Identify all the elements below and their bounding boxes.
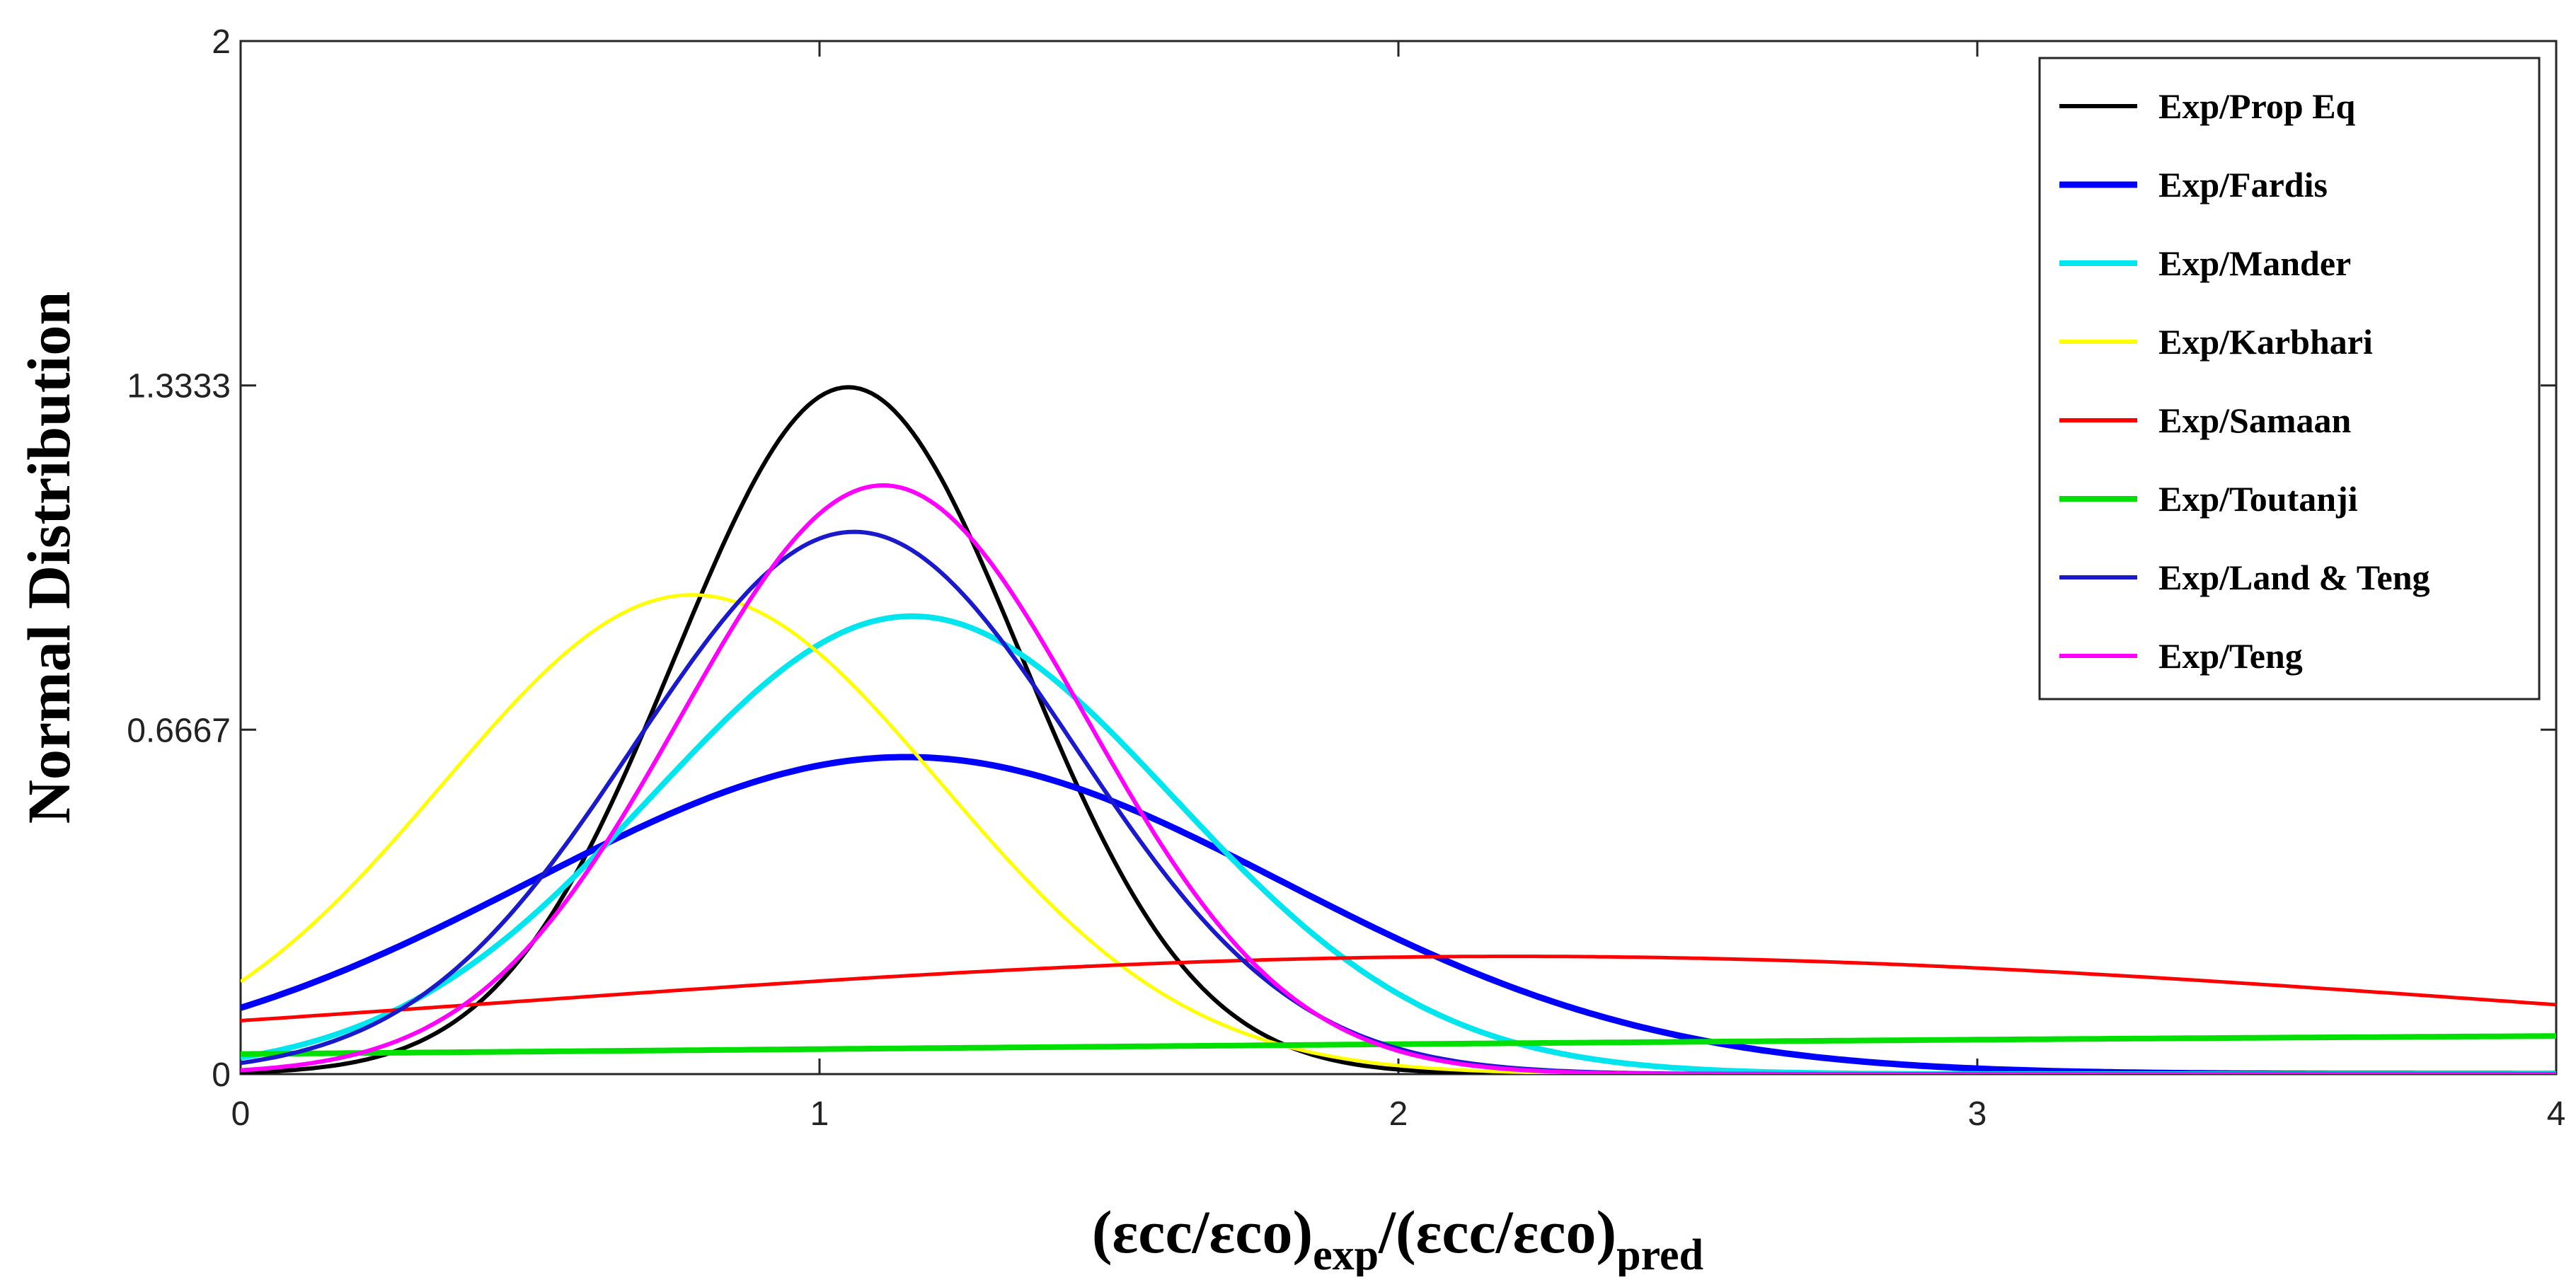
legend-label: Exp/Prop Eq [2158, 86, 2356, 126]
x-axis-title-sub-pred: pred [1616, 1231, 1703, 1276]
x-tick-label: 3 [1968, 1095, 1987, 1133]
series-line-6 [241, 1033, 2556, 1057]
x-axis-title: (εcc/εco)exp/(εcc/εco)pred [1092, 1198, 1703, 1276]
series-line-5 [241, 955, 2556, 1022]
series-line-8 [241, 483, 2556, 1074]
x-axis-title-mid: /(εcc/εco) [1378, 1198, 1616, 1266]
y-tick-label: 0 [212, 1056, 231, 1094]
legend-label: Exp/Samaan [2158, 400, 2352, 440]
x-axis-title-sub-exp: exp [1313, 1231, 1379, 1276]
series-line-1 [241, 385, 2556, 1074]
legend-label: Exp/Karbhari [2158, 322, 2373, 362]
series-line-4 [241, 593, 2556, 1074]
x-tick-label: 4 [2547, 1095, 2566, 1133]
legend-label: Exp/Land & Teng [2158, 558, 2430, 597]
legend-box [2038, 57, 2541, 700]
legend-label: Exp/Fardis [2158, 165, 2328, 204]
x-axis-title-base: (εcc/εco) [1092, 1198, 1313, 1266]
series-line-3 [241, 613, 2556, 1074]
legend-label: Exp/Toutanji [2158, 479, 2358, 519]
series-line-7 [241, 529, 2556, 1074]
axis-ticks: 0 1 2 3 4 0 0.6667 1.3333 2 [127, 23, 2565, 1133]
y-tick-label: 1.3333 [127, 368, 231, 405]
y-tick-label: 0.6667 [127, 712, 231, 749]
x-tick-label: 0 [231, 1095, 251, 1133]
legend-label: Exp/Teng [2158, 636, 2303, 676]
y-tick-label: 2 [212, 23, 231, 61]
x-tick-label: 1 [810, 1095, 829, 1133]
x-tick-label: 2 [1389, 1095, 1408, 1133]
legend-label: Exp/Mander [2158, 243, 2351, 283]
series-lines [241, 385, 2556, 1074]
legend: Exp/Prop Eq Exp/Fardis Exp/Mander Exp/Karbh… [2059, 86, 2430, 676]
y-axis-title: Normal Distribution [15, 292, 83, 824]
